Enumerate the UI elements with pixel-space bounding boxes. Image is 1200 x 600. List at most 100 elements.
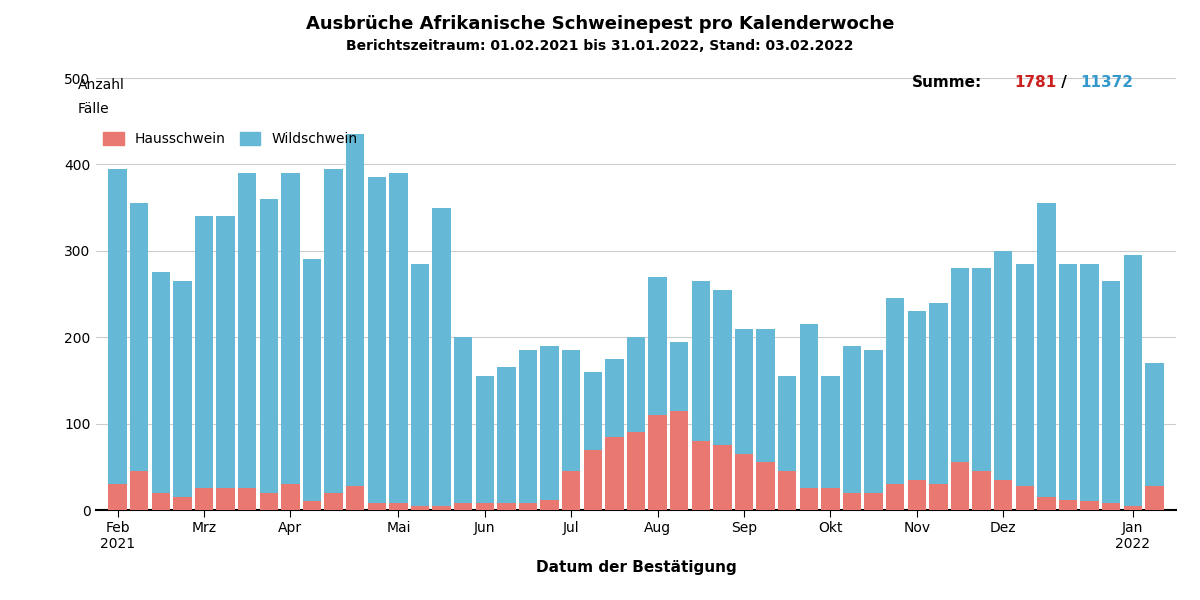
- Bar: [907, 480, 926, 510]
- Bar: [173, 281, 192, 510]
- Bar: [108, 169, 127, 510]
- Bar: [540, 346, 559, 510]
- Bar: [886, 298, 905, 510]
- Bar: [302, 502, 322, 510]
- Bar: [410, 506, 430, 510]
- Bar: [281, 484, 300, 510]
- Bar: [475, 503, 494, 510]
- Legend: Hausschwein, Wildschwein: Hausschwein, Wildschwein: [103, 133, 358, 146]
- Bar: [1102, 503, 1121, 510]
- Bar: [1058, 500, 1078, 510]
- Text: Ausbrüche Afrikanische Schweinepest pro Kalenderwoche: Ausbrüche Afrikanische Schweinepest pro …: [306, 15, 894, 33]
- Bar: [238, 488, 257, 510]
- Bar: [497, 503, 516, 510]
- Bar: [713, 290, 732, 510]
- Bar: [864, 493, 883, 510]
- Bar: [1123, 255, 1142, 510]
- Bar: [583, 449, 602, 510]
- Bar: [929, 302, 948, 510]
- Bar: [281, 173, 300, 510]
- Bar: [972, 268, 991, 510]
- Bar: [734, 329, 754, 510]
- Bar: [389, 173, 408, 510]
- Bar: [130, 203, 149, 510]
- Bar: [1145, 363, 1164, 510]
- Bar: [367, 178, 386, 510]
- Bar: [216, 216, 235, 510]
- Bar: [648, 415, 667, 510]
- Text: Berichtszeitraum: 01.02.2021 bis 31.01.2022, Stand: 03.02.2022: Berichtszeitraum: 01.02.2021 bis 31.01.2…: [347, 39, 853, 53]
- Bar: [1145, 486, 1164, 510]
- Bar: [626, 432, 646, 510]
- Bar: [302, 259, 322, 510]
- Bar: [518, 503, 538, 510]
- Bar: [1080, 502, 1099, 510]
- Bar: [194, 488, 214, 510]
- Bar: [929, 484, 948, 510]
- Text: 1781: 1781: [1014, 75, 1056, 90]
- Bar: [216, 488, 235, 510]
- Bar: [518, 350, 538, 510]
- Bar: [605, 437, 624, 510]
- Bar: [130, 471, 149, 510]
- Bar: [799, 488, 818, 510]
- Bar: [778, 376, 797, 510]
- Bar: [756, 463, 775, 510]
- Bar: [259, 199, 278, 510]
- Bar: [994, 251, 1013, 510]
- Bar: [1037, 203, 1056, 510]
- Bar: [583, 372, 602, 510]
- Bar: [497, 367, 516, 510]
- Bar: [324, 493, 343, 510]
- Bar: [454, 337, 473, 510]
- Bar: [756, 329, 775, 510]
- Bar: [950, 463, 970, 510]
- Bar: [1015, 486, 1034, 510]
- Bar: [778, 471, 797, 510]
- Bar: [324, 169, 343, 510]
- Bar: [194, 216, 214, 510]
- Bar: [886, 484, 905, 510]
- Bar: [670, 341, 689, 510]
- Bar: [1015, 264, 1034, 510]
- Bar: [389, 503, 408, 510]
- Bar: [1123, 506, 1142, 510]
- Bar: [842, 346, 862, 510]
- Bar: [950, 268, 970, 510]
- Bar: [713, 445, 732, 510]
- Bar: [1080, 264, 1099, 510]
- Bar: [691, 441, 710, 510]
- Bar: [540, 500, 559, 510]
- X-axis label: Datum der Bestätigung: Datum der Bestätigung: [535, 560, 737, 575]
- Bar: [626, 337, 646, 510]
- Bar: [346, 486, 365, 510]
- Bar: [173, 497, 192, 510]
- Bar: [475, 376, 494, 510]
- Text: 11372: 11372: [1080, 75, 1133, 90]
- Bar: [238, 173, 257, 510]
- Bar: [864, 350, 883, 510]
- Bar: [972, 471, 991, 510]
- Text: Fälle: Fälle: [78, 102, 109, 116]
- Bar: [151, 272, 170, 510]
- Bar: [151, 493, 170, 510]
- Text: Anzahl: Anzahl: [78, 78, 125, 92]
- Bar: [367, 503, 386, 510]
- Bar: [799, 324, 818, 510]
- Bar: [108, 484, 127, 510]
- Bar: [410, 264, 430, 510]
- Bar: [821, 376, 840, 510]
- Bar: [562, 350, 581, 510]
- Text: /: /: [1056, 75, 1072, 90]
- Bar: [994, 480, 1013, 510]
- Bar: [842, 493, 862, 510]
- Bar: [454, 503, 473, 510]
- Bar: [605, 359, 624, 510]
- Bar: [432, 208, 451, 510]
- Bar: [907, 311, 926, 510]
- Bar: [821, 488, 840, 510]
- Bar: [562, 471, 581, 510]
- Bar: [1102, 281, 1121, 510]
- Bar: [670, 410, 689, 510]
- Text: Summe:: Summe:: [912, 75, 983, 90]
